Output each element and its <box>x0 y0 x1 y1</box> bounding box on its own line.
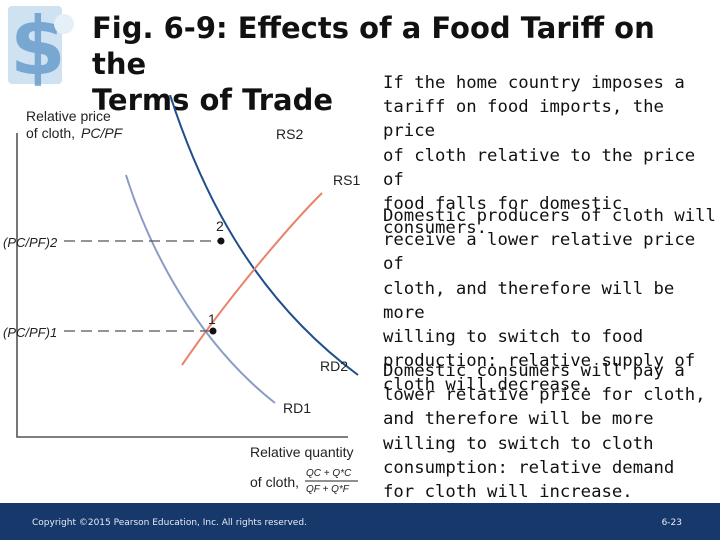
y-axis-label-ratio: PC/PF <box>81 125 124 141</box>
svg-text:$: $ <box>10 0 66 90</box>
equilibrium-point-1 <box>209 327 217 335</box>
page-number: 6-23 <box>661 518 682 528</box>
explanation-paragraph-2: Domestic producers of cloth will receive… <box>383 206 716 396</box>
explanation-paragraph-1: If the home country imposes a tariff on … <box>383 73 696 239</box>
publisher-logo: $ <box>0 0 80 90</box>
price-1-label: (PC/PF)1 <box>3 325 57 340</box>
terms-of-trade-diagram: Relative price of cloth, PC/PF 2 1 (PC/P… <box>3 95 360 495</box>
rs2-label: RS2 <box>276 126 303 142</box>
x-axis-fraction-bottom: QF + Q*F <box>306 484 350 495</box>
y-axis-label-line-1: Relative price <box>26 108 111 124</box>
rd1-label: RD1 <box>283 400 311 416</box>
point-2-label: 2 <box>216 218 224 234</box>
slide-footer: Copyright ©2015 Pearson Education, Inc. … <box>0 503 720 540</box>
slide-title-line-1: Fig. 6-9: Effects of a Food Tariff on th… <box>92 11 655 81</box>
point-1-label: 1 <box>208 311 216 327</box>
copyright-notice: Copyright ©2015 Pearson Education, Inc. … <box>32 518 307 528</box>
slide-title-line-2: Terms of Trade <box>92 83 334 117</box>
rd2-label: RD2 <box>320 358 348 374</box>
rs2-curve <box>169 95 359 376</box>
rd1-curve <box>125 174 276 404</box>
rs1-curve <box>181 192 323 366</box>
rs1-label: RS1 <box>333 172 360 188</box>
y-axis-label-line-2: of cloth, <box>26 125 75 141</box>
price-2-label: (PC/PF)2 <box>3 235 58 250</box>
explanation-paragraph-3: Domestic consumers will pay a lower rela… <box>383 361 706 503</box>
equilibrium-point-2 <box>217 237 225 245</box>
slide-title: Fig. 6-9: Effects of a Food Tariff on th… <box>92 10 712 118</box>
x-axis-label-line-2: of cloth, <box>250 474 299 490</box>
x-axis-fraction-top: QC + Q*C <box>306 468 352 479</box>
x-axis-label-line-1: Relative quantity <box>250 444 354 460</box>
diagram-axes <box>16 133 348 438</box>
